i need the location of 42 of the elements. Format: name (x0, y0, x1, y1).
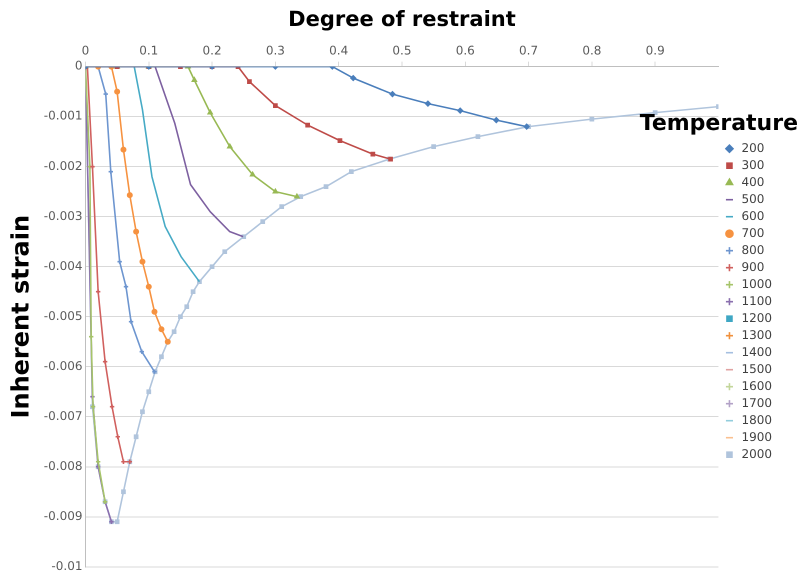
y-axis-title: Inherent strain (6, 214, 35, 418)
x-tick-label: 0.7 (519, 44, 538, 58)
x-tick-label: 0.2 (202, 44, 222, 58)
legend-label: 1500 (741, 362, 772, 376)
x-tick-label: 0.6 (456, 44, 475, 58)
legend-label: 1400 (741, 344, 772, 359)
y-tick-label: -0.005 (44, 308, 82, 323)
legend-label: 1700 (741, 396, 772, 410)
y-tick-label: -0.008 (44, 458, 82, 473)
legend-label: 500 (741, 192, 764, 206)
x-tick-label: 0.5 (392, 44, 412, 58)
legend-label: 1300 (741, 328, 772, 342)
legend-label: 800 (741, 242, 764, 257)
legend-label: 1000 (741, 276, 772, 291)
y-tick-label: -0.001 (44, 108, 82, 123)
legend-label: 1800 (741, 412, 772, 427)
y-tick-label: -0.007 (44, 408, 82, 423)
y-tick-label: 0 (74, 58, 82, 73)
y-tick-label: -0.01 (51, 558, 82, 573)
legend-label: 1100 (741, 294, 772, 308)
legend-label: 300 (741, 158, 764, 172)
legend-label: 2000 (741, 446, 772, 461)
legend-label: 1600 (741, 378, 772, 393)
x-tick-label: 0.9 (646, 44, 665, 58)
y-tick-label: -0.004 (44, 258, 82, 273)
x-tick-label: 0.1 (139, 44, 158, 58)
y-tick-label: -0.003 (44, 208, 82, 223)
x-tick-label: 0.8 (582, 44, 602, 58)
legend-title: Temperature (640, 110, 798, 137)
legend-label: 200 (741, 140, 764, 155)
x-tick-label: 0.3 (266, 44, 285, 58)
y-tick-label: -0.006 (44, 358, 82, 373)
y-tick-label: -0.009 (44, 508, 82, 523)
legend-label: 700 (741, 226, 764, 240)
legend-label: 900 (741, 260, 764, 274)
legend-label: 1900 (741, 430, 772, 444)
x-tick-label: 0.4 (329, 44, 348, 58)
legend-label: 1200 (741, 310, 772, 325)
legend-label: 400 (741, 174, 764, 189)
y-tick-label: -0.002 (44, 158, 82, 173)
x-axis-title: Degree of restraint (288, 7, 516, 32)
legend-label: 600 (741, 208, 764, 223)
